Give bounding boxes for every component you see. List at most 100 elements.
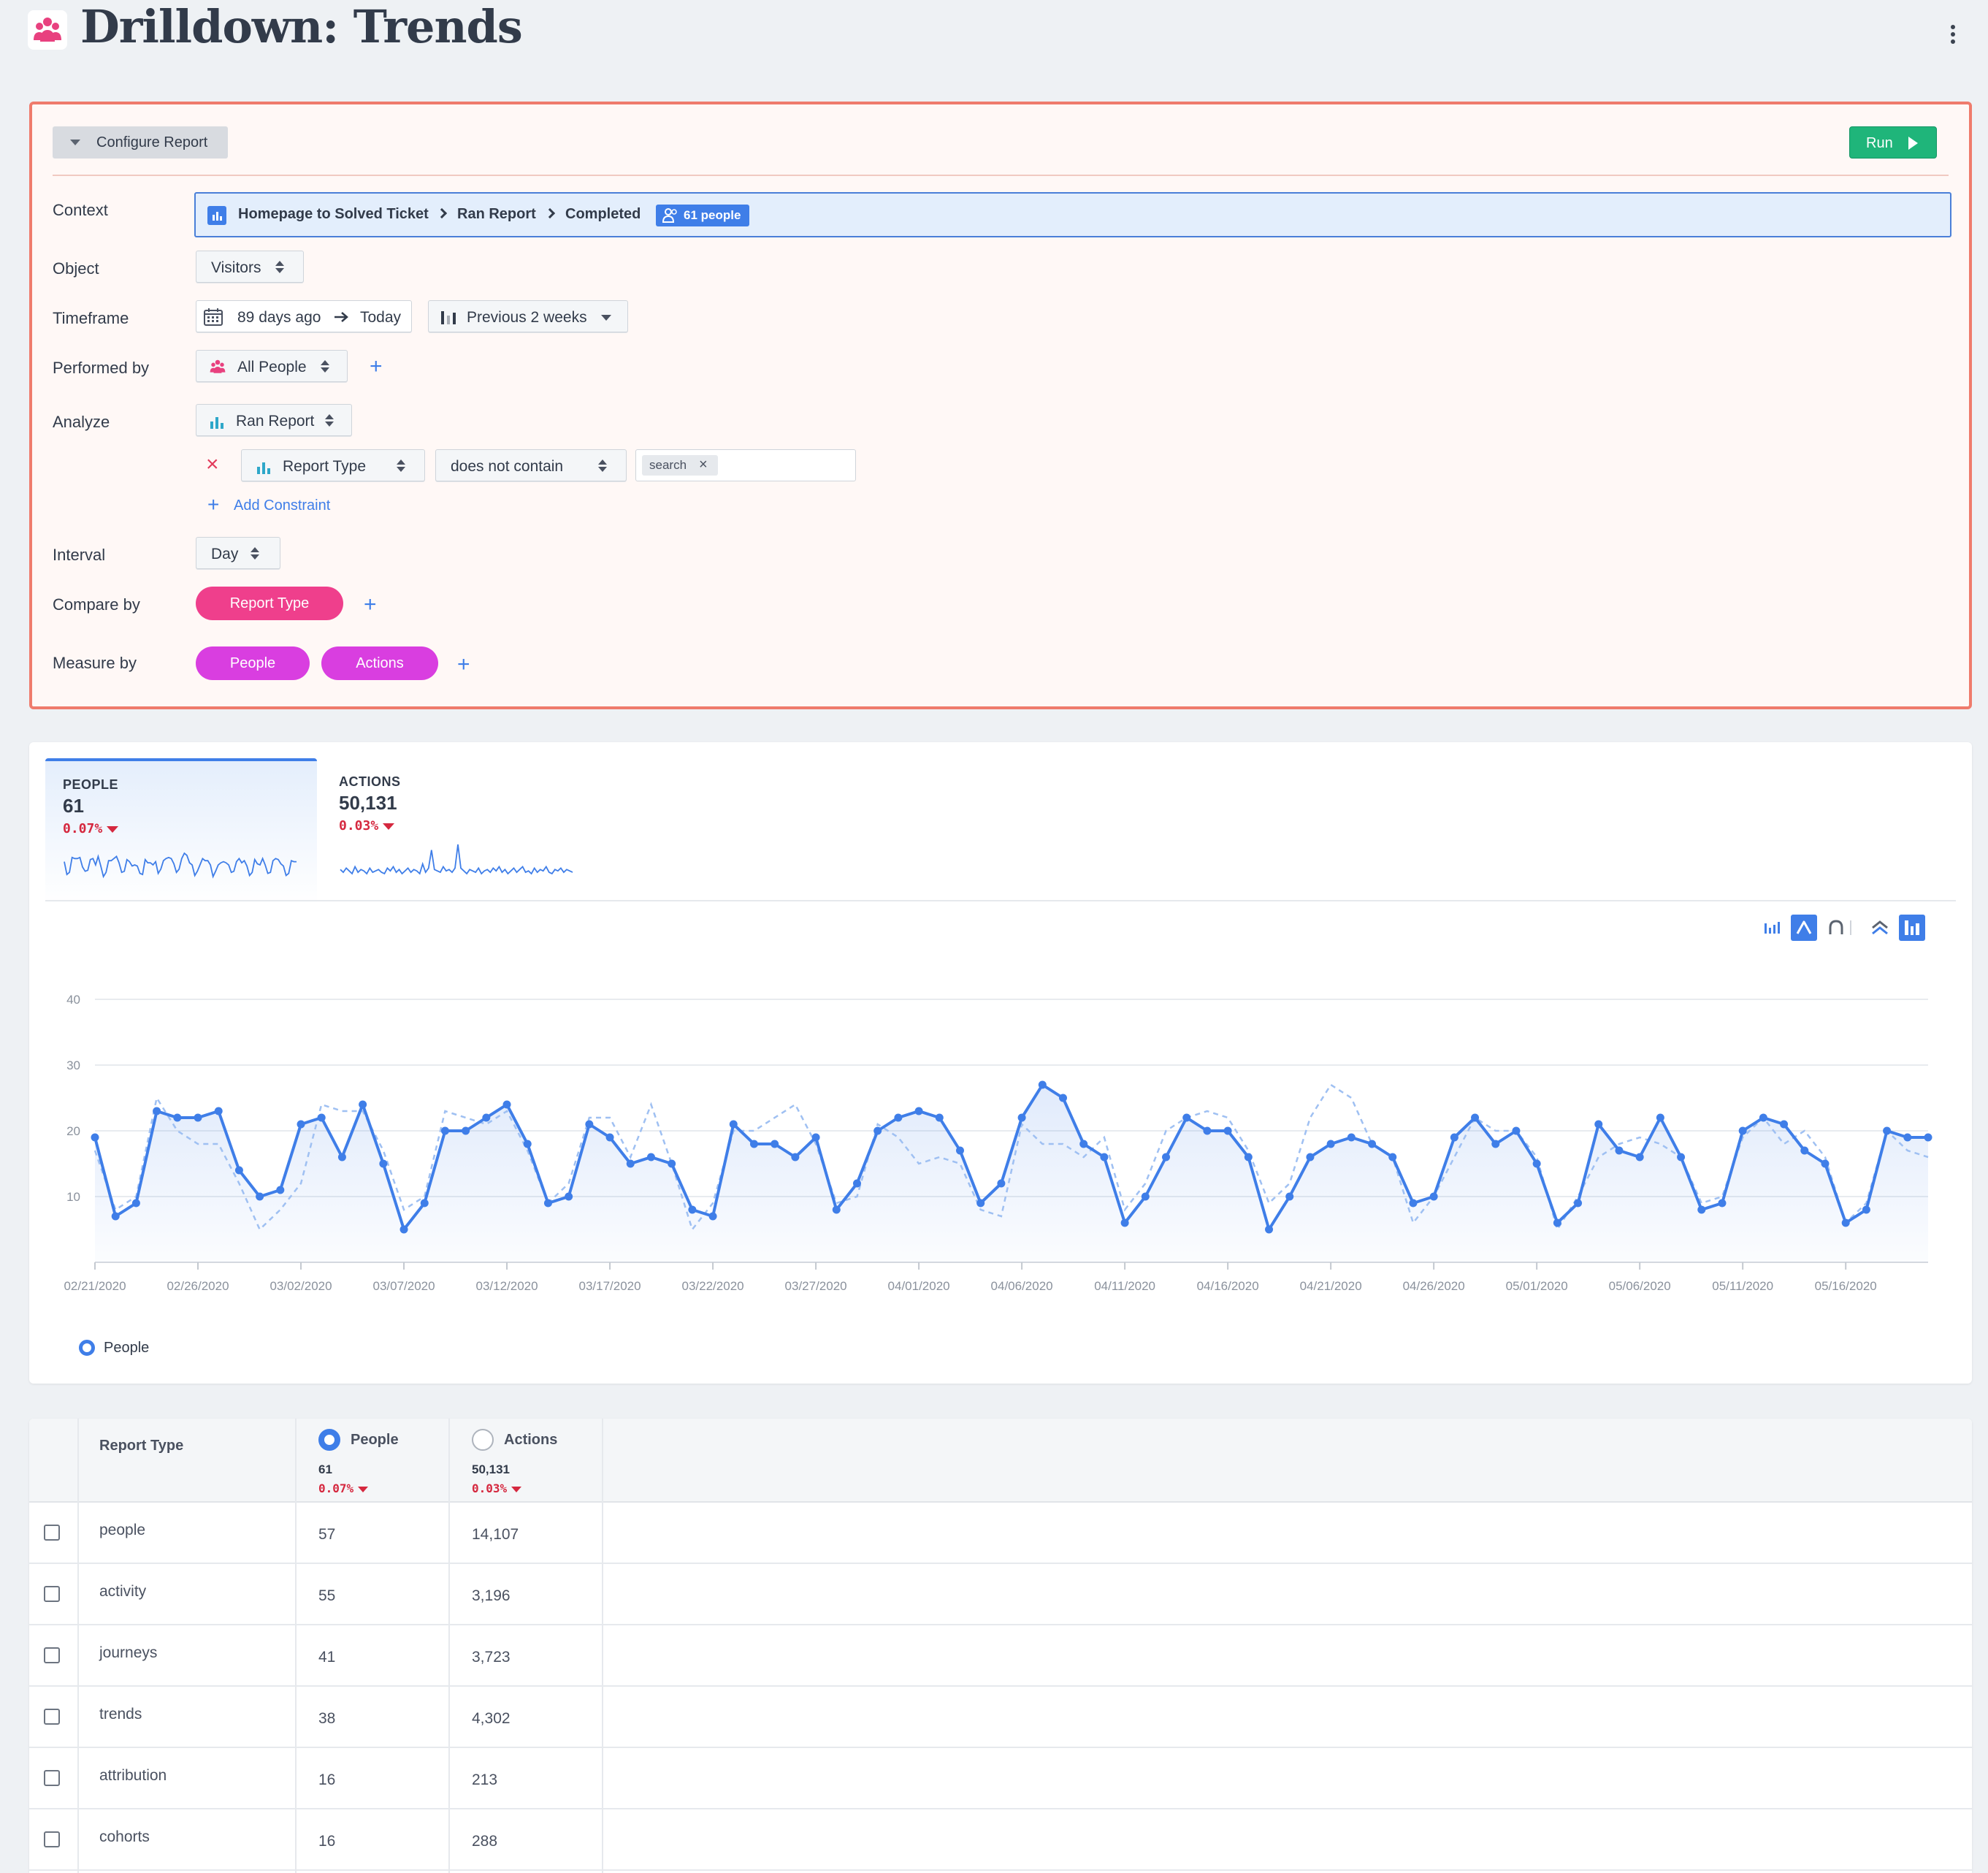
x-tick-label: 03/27/2020 <box>785 1279 847 1293</box>
data-point <box>153 1107 161 1115</box>
row-checkbox[interactable] <box>44 1525 60 1541</box>
data-point <box>502 1100 511 1109</box>
sparkline-people <box>64 852 297 879</box>
bar-chart-icon[interactable] <box>1759 915 1785 941</box>
table-row: people 57 14,107 <box>29 1503 1972 1564</box>
add-segment-plus-icon[interactable]: + <box>370 354 383 378</box>
metric-change: 0.03% <box>339 818 395 833</box>
radio-unselected-icon[interactable] <box>472 1429 494 1451</box>
comparison-period-select[interactable]: Previous 2 weeks <box>428 300 628 332</box>
table-row: trends 38 4,302 <box>29 1687 1972 1748</box>
measure-by-people-pill[interactable]: People <box>196 646 310 680</box>
constraint-property-select[interactable]: Report Type <box>241 449 425 481</box>
row-name: activity <box>99 1583 147 1600</box>
data-point <box>1203 1126 1212 1135</box>
constraint-operator-select[interactable]: does not contain <box>435 449 627 481</box>
data-point <box>749 1140 758 1148</box>
data-point <box>1780 1120 1789 1129</box>
row-checkbox[interactable] <box>44 1709 60 1725</box>
data-point <box>1306 1153 1315 1161</box>
remove-constraint-icon[interactable]: × <box>206 452 219 476</box>
metric-change: 0.07% <box>63 821 119 836</box>
compare-by-pill[interactable]: Report Type <box>196 587 343 620</box>
total-change-text: 0.03% <box>472 1481 508 1495</box>
add-compare-plus-icon[interactable]: + <box>364 592 377 617</box>
y-tick-label: 10 <box>66 1190 80 1204</box>
radio-selected-icon[interactable] <box>318 1429 340 1451</box>
interval-value: Day <box>211 546 239 562</box>
data-point <box>420 1199 429 1208</box>
performed-by-select[interactable]: All People <box>196 350 348 382</box>
metric-tab-people[interactable]: PEOPLE 61 0.07% <box>45 758 317 904</box>
column-divider <box>295 1419 297 1873</box>
performed-by-label: Performed by <box>53 359 150 377</box>
more-vertical-icon[interactable] <box>1946 25 1960 50</box>
measure-by-actions-pill[interactable]: Actions <box>321 646 438 680</box>
people-icon <box>662 208 677 223</box>
row-actions: 3,723 <box>472 1649 511 1666</box>
x-tick-label: 03/07/2020 <box>372 1279 435 1293</box>
row-checkbox[interactable] <box>44 1586 60 1602</box>
remove-tag-icon[interactable]: × <box>699 457 708 473</box>
analyze-label: Analyze <box>53 413 110 431</box>
sparkline-path <box>64 852 297 879</box>
sort-arrows-icon <box>251 547 259 560</box>
row-actions: 14,107 <box>472 1526 519 1543</box>
data-point <box>1285 1192 1294 1201</box>
column-header-people[interactable]: People <box>318 1429 450 1458</box>
actions-total: 50,131 0.03% <box>472 1462 522 1495</box>
data-point <box>1883 1126 1892 1135</box>
data-point <box>1574 1199 1583 1208</box>
data-point <box>1038 1080 1047 1089</box>
row-name: attribution <box>99 1767 167 1784</box>
metric-change-text: 0.07% <box>63 821 103 836</box>
row-checkbox[interactable] <box>44 1831 60 1847</box>
row-checkbox[interactable] <box>44 1647 60 1663</box>
sort-arrows-icon <box>325 414 334 427</box>
data-point <box>543 1199 552 1208</box>
data-point <box>462 1126 470 1135</box>
people-count-badge: 61 people <box>656 205 749 226</box>
data-point <box>1512 1126 1521 1135</box>
analyze-event-select[interactable]: Ran Report <box>196 404 352 436</box>
column-toggle-icon[interactable] <box>1899 915 1925 941</box>
data-point <box>1841 1218 1850 1227</box>
compare-bars-icon <box>441 311 456 324</box>
row-actions: 3,196 <box>472 1587 511 1604</box>
context-selector[interactable]: Homepage to Solved Ticket Ran Report Com… <box>194 192 1951 237</box>
configure-report-toggle[interactable]: Configure Report <box>53 126 228 159</box>
data-point <box>173 1113 182 1122</box>
sort-arrows-icon <box>598 459 607 473</box>
constraint-value-input[interactable]: search × <box>635 449 856 481</box>
data-point <box>1162 1153 1171 1161</box>
add-measure-plus-icon[interactable]: + <box>457 652 470 676</box>
arrow-right-icon <box>334 312 348 322</box>
line-chart-icon[interactable] <box>1791 915 1817 941</box>
data-point <box>894 1113 903 1122</box>
legend-series-marker[interactable] <box>79 1340 95 1356</box>
data-point <box>1388 1153 1397 1161</box>
compare-by-label: Compare by <box>53 595 140 614</box>
data-point <box>111 1212 120 1221</box>
metric-tab-actions[interactable]: ACTIONS 50,131 0.03% <box>321 758 593 904</box>
context-segment-funnel: Homepage to Solved Ticket <box>238 206 429 222</box>
data-point <box>194 1113 202 1122</box>
column-header-actions[interactable]: Actions <box>472 1429 603 1458</box>
run-button[interactable]: Run <box>1849 126 1937 159</box>
curve-chart-icon[interactable] <box>1823 915 1849 941</box>
date-range-picker[interactable]: 89 days ago Today <box>196 300 412 332</box>
data-point <box>914 1107 923 1115</box>
object-select[interactable]: Visitors <box>196 251 304 283</box>
context-segment-step: Completed <box>565 206 641 222</box>
interval-select[interactable]: Day <box>196 537 280 569</box>
column-header-report-type[interactable]: Report Type <box>99 1438 184 1454</box>
stacked-area-icon[interactable] <box>1867 915 1893 941</box>
row-actions: 288 <box>472 1833 498 1850</box>
x-tick-label: 03/17/2020 <box>579 1279 641 1293</box>
data-point <box>955 1146 964 1155</box>
data-point <box>379 1159 388 1168</box>
data-point <box>873 1126 882 1135</box>
data-point <box>1594 1120 1603 1129</box>
row-checkbox[interactable] <box>44 1770 60 1786</box>
object-label: Object <box>53 259 99 278</box>
